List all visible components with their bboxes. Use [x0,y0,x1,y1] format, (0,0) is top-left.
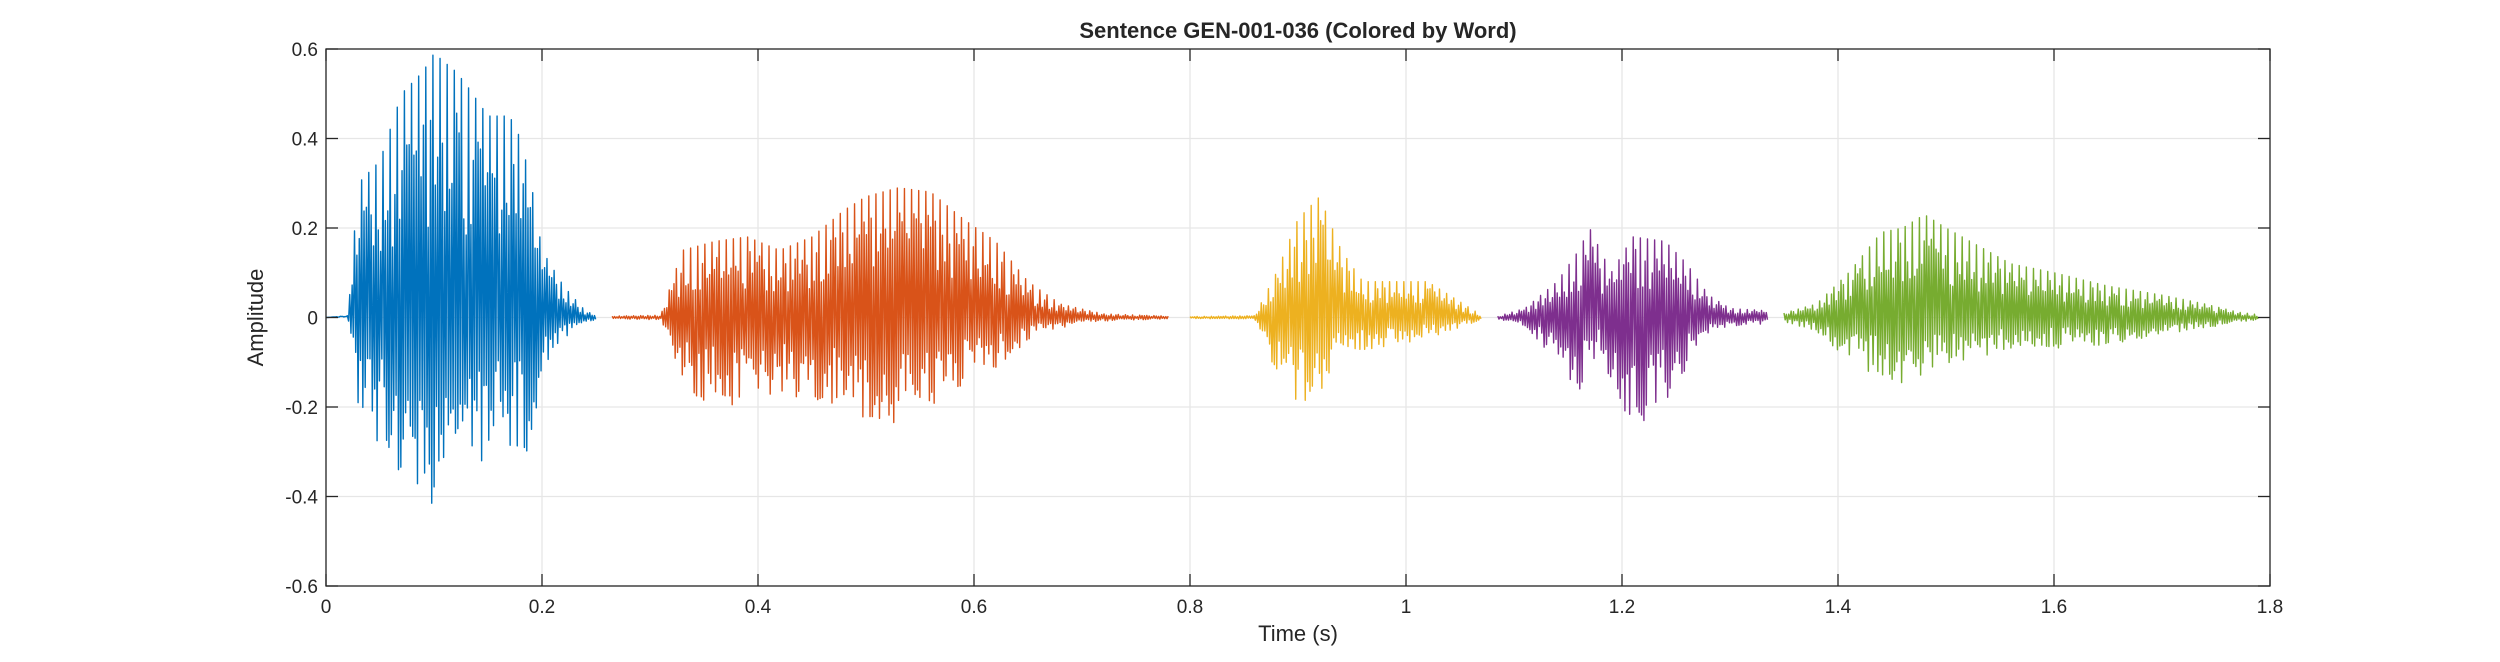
waveform-series-5 [1783,215,2259,384]
x-tick-label: 0.4 [745,597,772,618]
y-tick-label: 0.6 [292,40,318,61]
y-tick-label: -0.6 [285,577,318,598]
x-tick-label: 0.2 [529,597,555,618]
x-tick-label: 1.4 [1825,597,1852,618]
y-axis-label: Amplitude [243,269,268,367]
x-tick-label: 0 [321,597,332,618]
x-axis-label: Time (s) [1258,621,1338,646]
waveform-series-4 [1497,229,1769,422]
x-tick-label: 1.8 [2257,597,2283,618]
y-tick-label: 0.4 [292,130,319,151]
x-tick-label: 0.8 [1177,597,1203,618]
waveform-series-2 [611,187,1169,424]
waveform-series-1 [325,54,597,504]
x-tick-label: 1.2 [1609,597,1635,618]
x-tick-label: 1 [1401,597,1412,618]
x-tick-label: 0.6 [961,597,987,618]
tick-labels: 0 0.2 0.4 0.6 0.8 1 1.2 1.4 1.6 1.8 -0.6 -0.4 -0.2 0 0… [285,40,2283,618]
chart-title: Sentence GEN-001-036 (Colored by Word) [1079,18,1516,43]
y-tick-label: 0 [307,309,318,330]
axes [325,48,2271,587]
y-tick-label: -0.4 [285,488,318,509]
series-group [325,54,2259,504]
x-tick-label: 1.6 [2041,597,2067,618]
y-tick-label: 0.2 [292,219,318,240]
waveform-series-3 [1189,197,1482,401]
y-tick-label: -0.2 [285,398,318,419]
